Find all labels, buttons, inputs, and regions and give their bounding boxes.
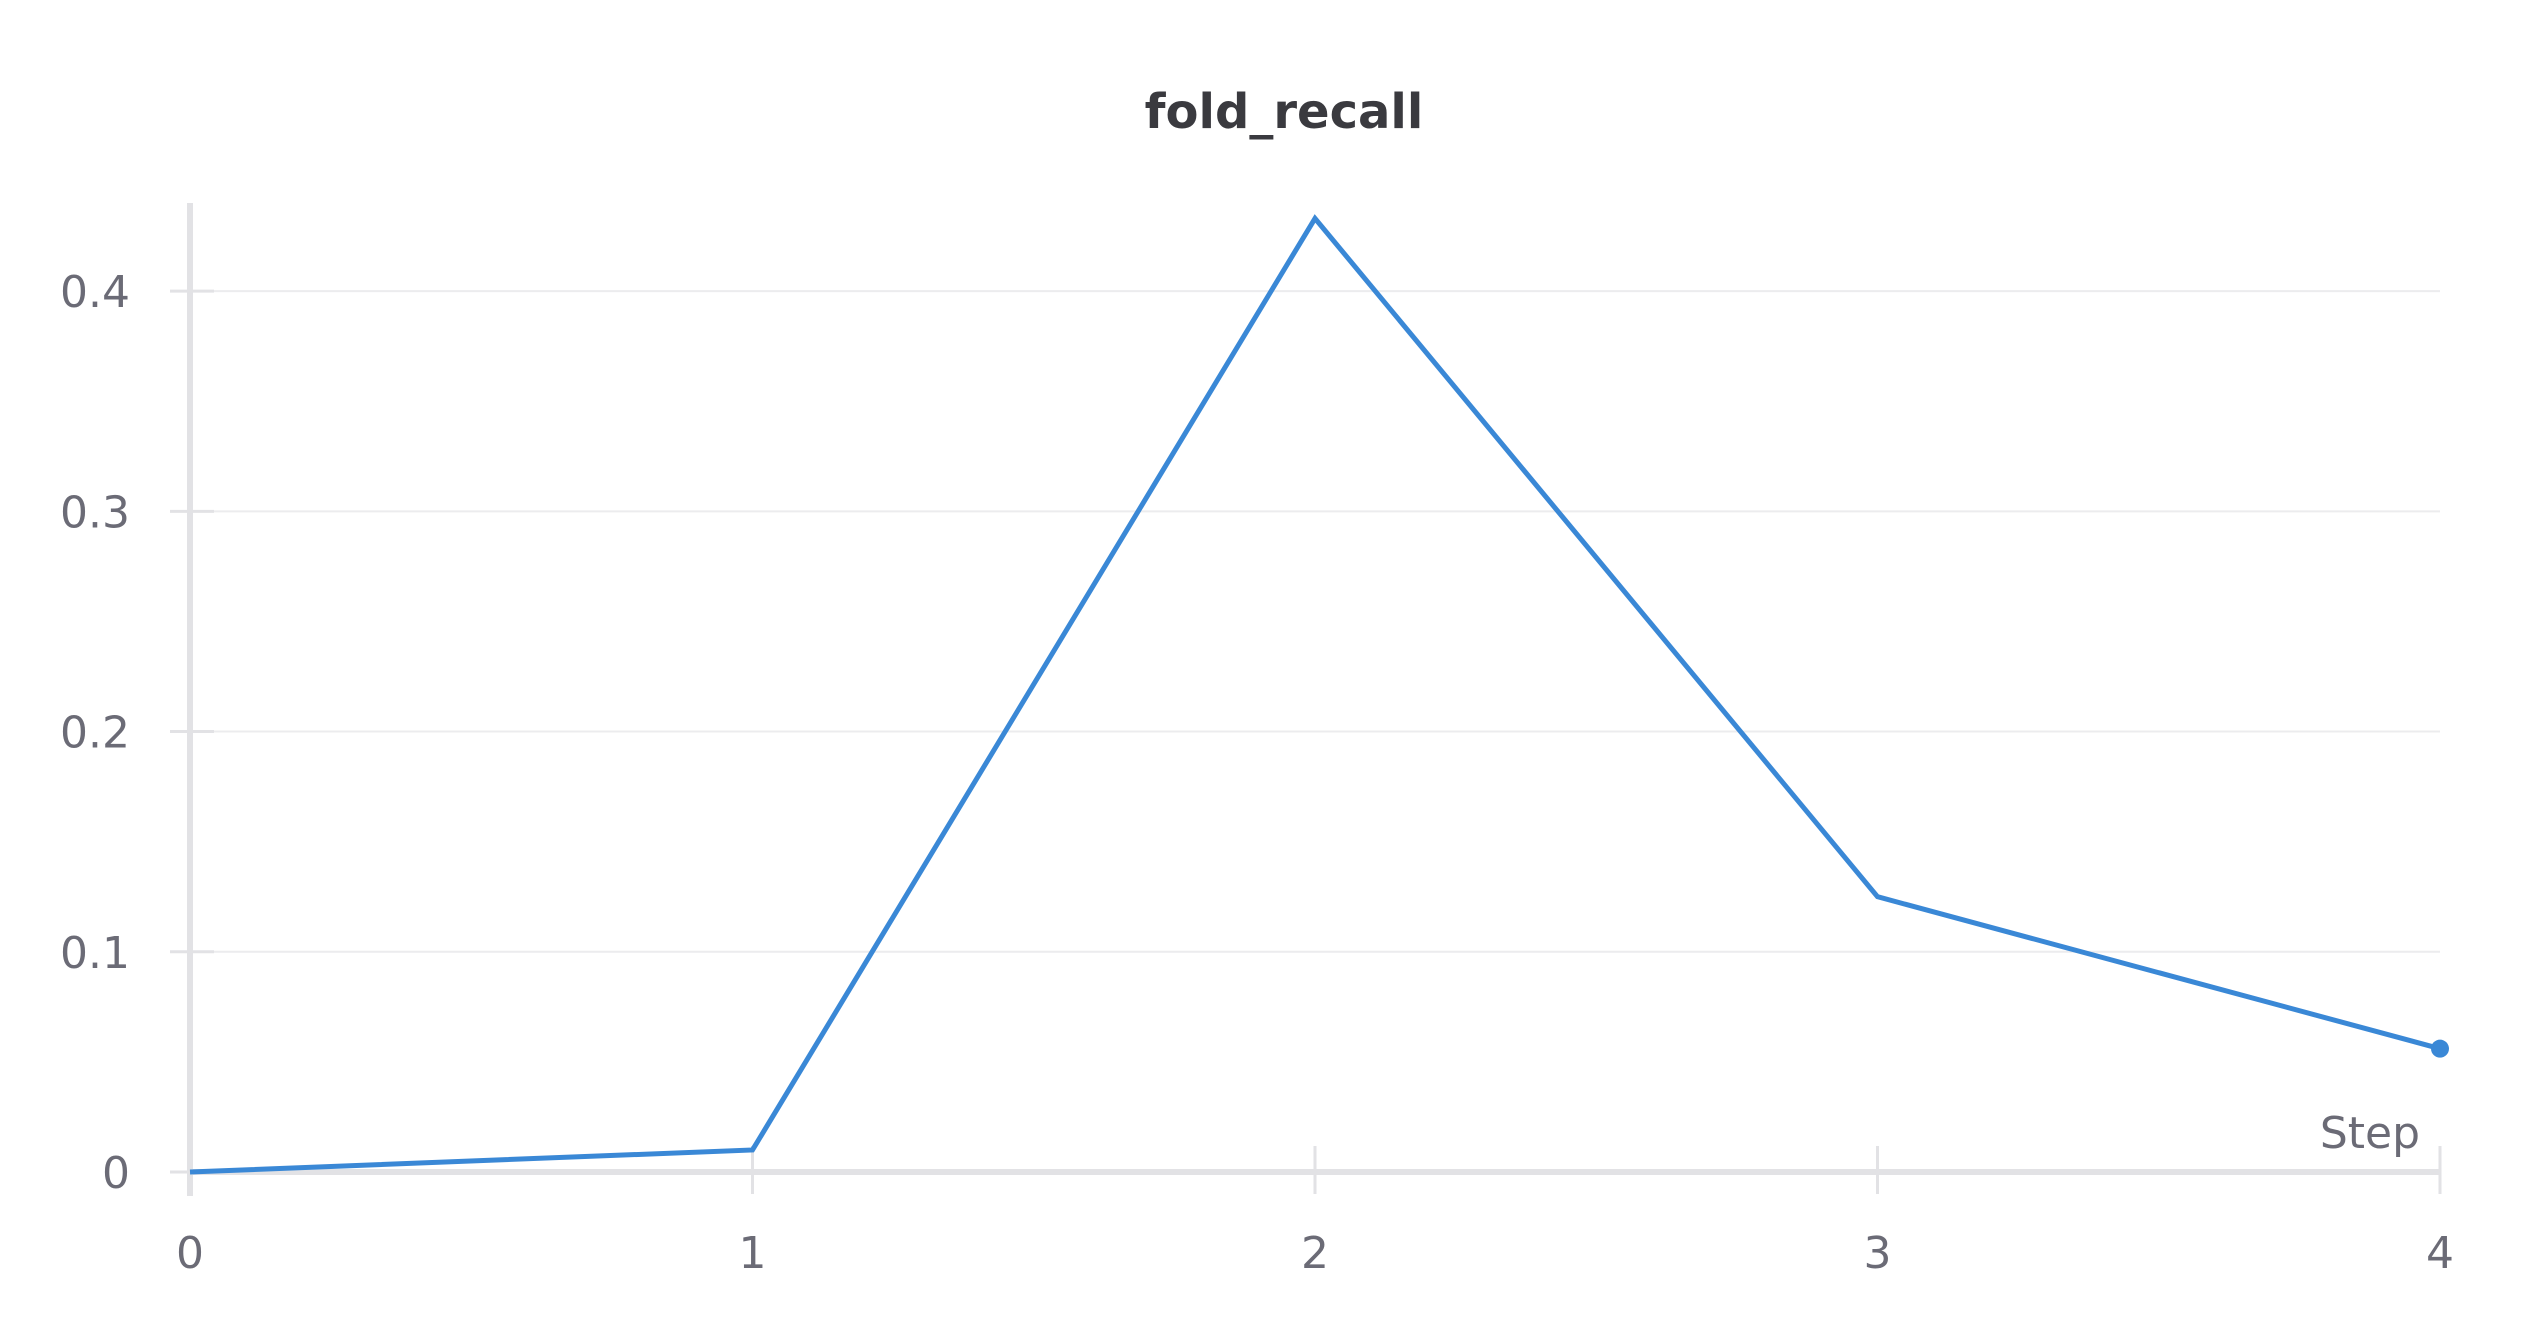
series-layer	[189, 214, 2449, 1175]
y-tick-label: 0.2	[60, 708, 130, 759]
series-line	[189, 214, 2441, 1175]
grid-lines	[190, 290, 2440, 953]
x-tick-label: 0	[176, 1228, 204, 1279]
x-tick-label: 3	[1864, 1228, 1892, 1279]
y-tick-label: 0.1	[60, 928, 130, 979]
ticks: 0 0.1 0.2 0.3 0.4 0 1 2 3 4	[60, 267, 2454, 1279]
x-tick-label: 4	[2426, 1228, 2454, 1279]
axes	[187, 203, 2440, 1196]
series-end-point	[2431, 1039, 2449, 1058]
y-tick-label: 0.3	[60, 487, 130, 538]
x-axis-title: Step	[2320, 1108, 2420, 1159]
chart-title: fold_recall	[1145, 84, 1424, 140]
x-tick-label: 1	[739, 1228, 767, 1279]
y-tick-label: 0	[102, 1148, 130, 1199]
x-tick-label: 2	[1301, 1228, 1329, 1279]
y-tick-label: 0.4	[60, 267, 130, 318]
